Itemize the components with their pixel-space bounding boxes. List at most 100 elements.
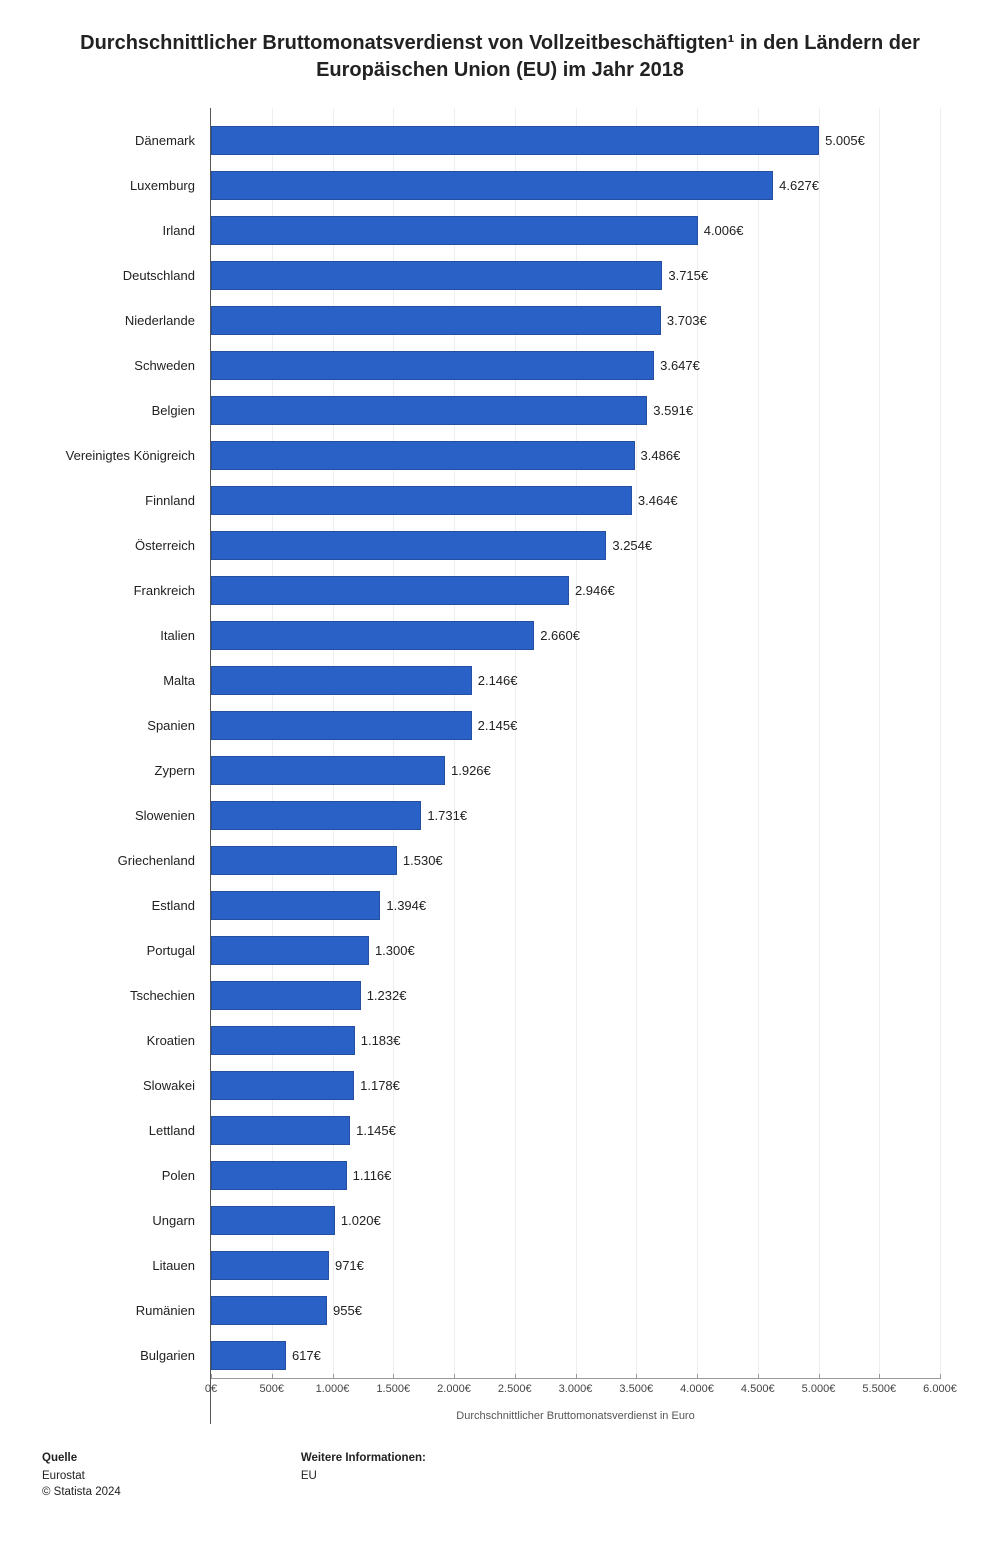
bar xyxy=(211,756,445,785)
bar-row: Malta2.146€ xyxy=(211,658,940,703)
bar xyxy=(211,1296,327,1325)
category-label: Schweden xyxy=(23,358,203,373)
bar xyxy=(211,1161,347,1190)
category-label: Spanien xyxy=(23,718,203,733)
x-tick-label: 5.500€ xyxy=(862,1383,896,1395)
bar xyxy=(211,1206,335,1235)
x-tick-label: 6.000€ xyxy=(923,1383,957,1395)
bar xyxy=(211,1026,355,1055)
x-axis-label: Durchschnittlicher Bruttomonatsverdienst… xyxy=(456,1410,694,1422)
x-tick xyxy=(576,1374,577,1379)
category-label: Lettland xyxy=(23,1123,203,1138)
bar-row: Lettland1.145€ xyxy=(211,1108,940,1153)
copyright: © Statista 2024 xyxy=(42,1484,121,1500)
bar-row: Portugal1.300€ xyxy=(211,928,940,973)
info-block: Weitere Informationen: EU xyxy=(301,1450,426,1500)
value-label: 3.715€ xyxy=(668,268,708,283)
value-label: 3.647€ xyxy=(660,358,700,373)
bar-row: Kroatien1.183€ xyxy=(211,1018,940,1063)
category-label: Dänemark xyxy=(23,133,203,148)
category-label: Malta xyxy=(23,673,203,688)
value-label: 1.116€ xyxy=(353,1168,392,1183)
x-axis: Durchschnittlicher Bruttomonatsverdienst… xyxy=(211,1378,940,1424)
bar xyxy=(211,351,654,380)
bar-row: Tschechien1.232€ xyxy=(211,973,940,1018)
bar xyxy=(211,576,569,605)
x-tick xyxy=(515,1374,516,1379)
bar-row: Niederlande3.703€ xyxy=(211,298,940,343)
bar xyxy=(211,621,534,650)
category-label: Deutschland xyxy=(23,268,203,283)
category-label: Griechenland xyxy=(23,853,203,868)
bar-row: Belgien3.591€ xyxy=(211,388,940,433)
bar-row: Estland1.394€ xyxy=(211,883,940,928)
bar-row: Österreich3.254€ xyxy=(211,523,940,568)
bar xyxy=(211,891,380,920)
bar-row: Slowenien1.731€ xyxy=(211,793,940,838)
value-label: 1.178€ xyxy=(360,1078,400,1093)
value-label: 2.946€ xyxy=(575,583,615,598)
x-tick-label: 3.500€ xyxy=(619,1383,653,1395)
bar xyxy=(211,666,472,695)
value-label: 1.145€ xyxy=(356,1123,396,1138)
bar xyxy=(211,711,472,740)
bars-region: Dänemark5.005€Luxemburg4.627€Irland4.006… xyxy=(211,118,940,1378)
value-label: 5.005€ xyxy=(825,133,865,148)
category-label: Estland xyxy=(23,898,203,913)
x-tick-label: 3.000€ xyxy=(559,1383,593,1395)
x-tick-label: 0€ xyxy=(205,1383,217,1395)
value-label: 3.254€ xyxy=(612,538,652,553)
value-label: 1.183€ xyxy=(361,1033,401,1048)
bar-row: Slowakei1.178€ xyxy=(211,1063,940,1108)
bar xyxy=(211,1251,329,1280)
x-tick xyxy=(940,1374,941,1379)
bar-row: Litauen971€ xyxy=(211,1243,940,1288)
x-tick-label: 2.500€ xyxy=(498,1383,532,1395)
category-label: Vereinigtes Königreich xyxy=(23,448,203,463)
chart-container: Durchschnittlicher Bruttomonatsverdienst… xyxy=(0,0,1000,1520)
value-label: 1.530€ xyxy=(403,853,443,868)
x-tick xyxy=(272,1374,273,1379)
category-label: Rumänien xyxy=(23,1303,203,1318)
category-label: Zypern xyxy=(23,763,203,778)
bar-row: Griechenland1.530€ xyxy=(211,838,940,883)
bar-row: Rumänien955€ xyxy=(211,1288,940,1333)
chart-title: Durchschnittlicher Bruttomonatsverdienst… xyxy=(50,30,950,84)
bar-row: Dänemark5.005€ xyxy=(211,118,940,163)
bar-row: Spanien2.145€ xyxy=(211,703,940,748)
bar xyxy=(211,1116,350,1145)
gridline xyxy=(940,108,941,1378)
x-tick-label: 4.000€ xyxy=(680,1383,714,1395)
x-tick xyxy=(636,1374,637,1379)
bar-row: Schweden3.647€ xyxy=(211,343,940,388)
category-label: Belgien xyxy=(23,403,203,418)
x-tick-label: 5.000€ xyxy=(802,1383,836,1395)
value-label: 3.464€ xyxy=(638,493,678,508)
value-label: 4.006€ xyxy=(704,223,744,238)
category-label: Irland xyxy=(23,223,203,238)
x-tick xyxy=(454,1374,455,1379)
x-tick-label: 1.000€ xyxy=(316,1383,350,1395)
value-label: 1.926€ xyxy=(451,763,491,778)
x-tick xyxy=(211,1374,212,1379)
bar-row: Ungarn1.020€ xyxy=(211,1198,940,1243)
bar-row: Vereinigtes Königreich3.486€ xyxy=(211,433,940,478)
bar xyxy=(211,306,661,335)
x-tick-label: 2.000€ xyxy=(437,1383,471,1395)
category-label: Bulgarien xyxy=(23,1348,203,1363)
value-label: 2.660€ xyxy=(540,628,580,643)
chart-footer: Quelle Eurostat © Statista 2024 Weitere … xyxy=(30,1450,970,1500)
bar xyxy=(211,396,647,425)
x-tick xyxy=(758,1374,759,1379)
x-tick xyxy=(697,1374,698,1379)
category-label: Tschechien xyxy=(23,988,203,1003)
x-tick xyxy=(393,1374,394,1379)
x-tick-label: 1.500€ xyxy=(376,1383,410,1395)
bar xyxy=(211,531,606,560)
source-name: Eurostat xyxy=(42,1468,121,1484)
bar-row: Deutschland3.715€ xyxy=(211,253,940,298)
bar xyxy=(211,216,698,245)
bar-row: Frankreich2.946€ xyxy=(211,568,940,613)
x-tick-label: 4.500€ xyxy=(741,1383,775,1395)
bar xyxy=(211,1341,286,1370)
